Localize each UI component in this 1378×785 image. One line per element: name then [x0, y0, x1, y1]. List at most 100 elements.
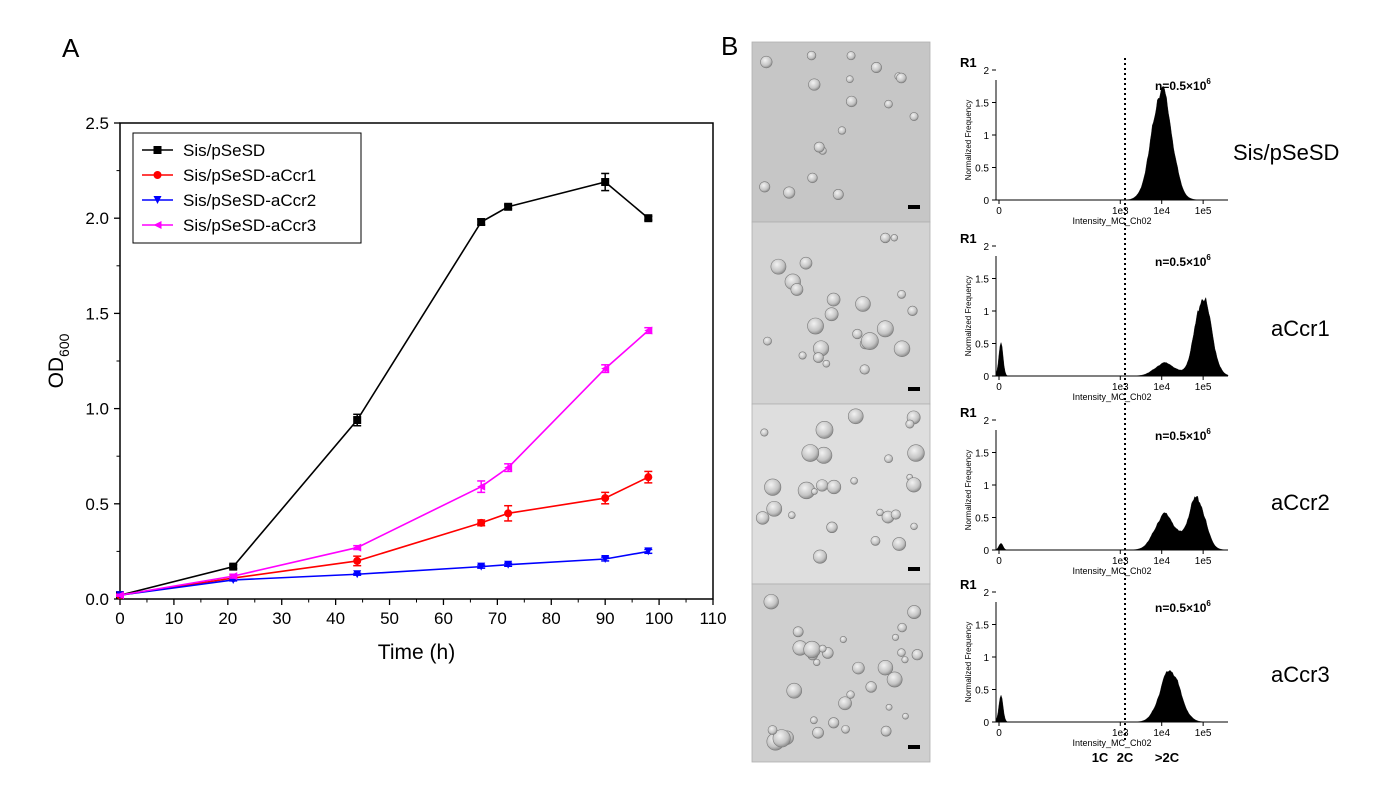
- x-tick-label: 100: [645, 609, 673, 628]
- x-tick-label: 0: [115, 609, 124, 628]
- cell: [788, 511, 796, 519]
- cell: [884, 454, 893, 464]
- x-tick-label: 1e5: [1195, 556, 1212, 567]
- cell: [767, 725, 778, 735]
- data-point: [601, 555, 610, 564]
- x-tick-label: 0: [996, 206, 1002, 217]
- cell: [811, 488, 818, 495]
- cell: [846, 51, 856, 61]
- cell: [880, 725, 892, 737]
- cell-count-annotation: n=0.5×106: [1155, 253, 1211, 269]
- cell: [813, 141, 825, 153]
- cell: [896, 72, 907, 84]
- histogram-area: [996, 86, 1228, 201]
- series-line: [119, 329, 649, 596]
- y-axis-label: Normalized Frequency: [964, 450, 973, 530]
- cell: [799, 256, 813, 270]
- data-point: [353, 556, 362, 565]
- y-tick-label: 1.5: [975, 449, 989, 460]
- data-point: [353, 416, 362, 425]
- micrograph-tile: [751, 221, 931, 405]
- cell-count-annotation: n=0.5×106: [1155, 77, 1211, 93]
- x-tick-label: 1e3: [1112, 382, 1129, 393]
- series-Sis/pSeSD-aCcr1: [116, 470, 653, 600]
- cell: [801, 444, 820, 462]
- panel-a-label: A: [62, 33, 80, 63]
- y-axis-label: Normalized Frequency: [964, 100, 973, 180]
- y-axis-label: Normalized Frequency: [964, 276, 973, 356]
- scale-bar: [908, 205, 920, 209]
- cell: [798, 351, 807, 360]
- cell: [901, 656, 909, 664]
- x-tick-label: 40: [326, 609, 345, 628]
- cell: [886, 671, 903, 688]
- panel-b-label: B: [721, 31, 738, 61]
- cell: [847, 408, 864, 425]
- x-tick-label: 0: [996, 382, 1002, 393]
- histogram-panel: R1 0 0.5 1 1.5 2 0 1e3 1e4 1e5 Intensity_MC_Ch02 No…: [960, 55, 1339, 226]
- data-point: [116, 591, 124, 600]
- cell: [890, 509, 901, 520]
- x-tick-label: 30: [272, 609, 291, 628]
- gate-label: R1: [960, 55, 977, 70]
- cell: [890, 234, 899, 242]
- x-tick-label: 50: [380, 609, 399, 628]
- cell: [760, 428, 769, 437]
- x-tick-label: 1e4: [1153, 206, 1170, 217]
- y-tick-label: 2.5: [85, 114, 109, 133]
- data-point: [229, 562, 238, 571]
- micrograph-background: [751, 403, 931, 585]
- gate-label: R1: [960, 405, 977, 420]
- gate-label: R1: [960, 577, 977, 592]
- data-point: [504, 463, 513, 472]
- x-axis-label: Intensity_MC_Ch02: [1072, 566, 1151, 576]
- dna-bin-label: 1C: [1092, 750, 1109, 765]
- cell: [813, 658, 821, 667]
- x-tick-label: 1e5: [1195, 728, 1212, 739]
- cell: [755, 511, 770, 525]
- x-axis-label: Intensity_MC_Ch02: [1072, 216, 1151, 226]
- sample-label: aCcr2: [1271, 490, 1330, 515]
- cell: [803, 640, 821, 659]
- x-tick-label: 1e3: [1112, 206, 1129, 217]
- annotation-exponent: 6: [1206, 599, 1211, 608]
- cell: [832, 189, 844, 200]
- cell: [813, 352, 824, 363]
- cell: [828, 717, 840, 729]
- cell: [763, 336, 772, 346]
- annotation-exponent: 6: [1206, 427, 1211, 436]
- histogram-area: [995, 496, 1229, 551]
- legend-entry: Sis/pSeSD-aCcr3: [183, 216, 316, 235]
- cell: [891, 633, 900, 641]
- y-axis-label: OD600: [45, 333, 72, 388]
- legend-entry: Sis/pSeSD: [183, 141, 265, 160]
- cell: [850, 477, 858, 485]
- cell: [837, 126, 847, 135]
- y-tick-label: 0: [983, 546, 989, 557]
- cell: [812, 726, 824, 739]
- scale-bar: [908, 745, 920, 749]
- x-tick-label: 110: [699, 609, 726, 628]
- x-tick-label: 1e5: [1195, 382, 1212, 393]
- cell: [870, 536, 881, 546]
- y-tick-label: 1.5: [975, 99, 989, 110]
- y-axis-label-main: OD: [45, 357, 68, 389]
- cell: [897, 290, 906, 299]
- y-tick-label: 1.5: [975, 275, 989, 286]
- cell: [826, 479, 842, 495]
- series-line: [119, 550, 649, 596]
- cell: [884, 99, 893, 109]
- y-tick-label: 2.0: [85, 209, 109, 228]
- x-tick-label: 0: [996, 556, 1002, 567]
- data-point: [644, 214, 653, 223]
- y-tick-label: 1.0: [85, 400, 109, 419]
- cell: [893, 340, 911, 357]
- x-tick-label: 0: [996, 728, 1002, 739]
- legend-entry: Sis/pSeSD-aCcr2: [183, 191, 316, 210]
- series-Sis/pSeSD-aCcr2: [116, 547, 653, 600]
- data-point: [477, 562, 486, 571]
- y-tick-label: 1: [983, 307, 989, 318]
- cell: [907, 305, 918, 316]
- y-tick-label: 2: [983, 416, 989, 427]
- cell: [770, 258, 787, 275]
